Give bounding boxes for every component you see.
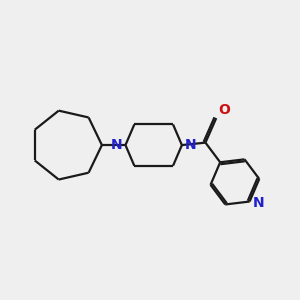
Text: N: N	[253, 196, 264, 209]
Text: N: N	[111, 138, 122, 152]
Text: N: N	[185, 138, 197, 152]
Text: O: O	[218, 103, 230, 117]
